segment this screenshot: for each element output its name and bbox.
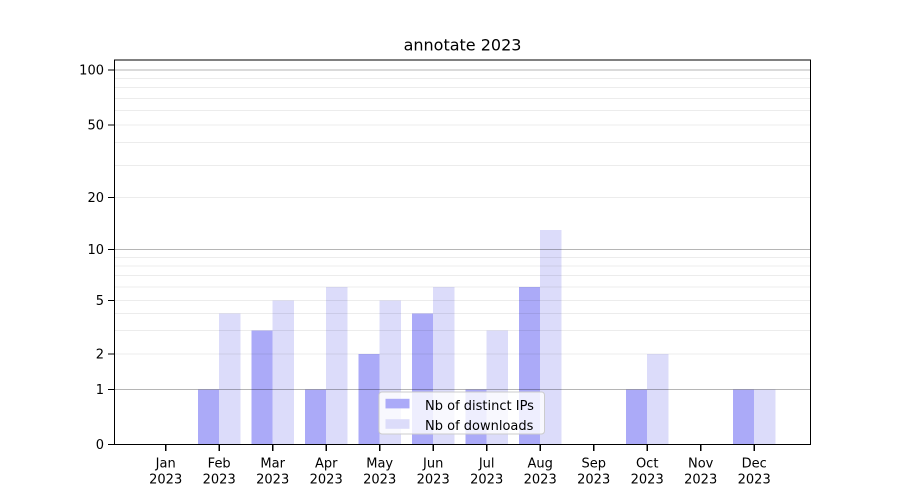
x-tick-label-month: Feb (208, 457, 231, 472)
legend-swatch-distinct-ips (385, 398, 410, 409)
x-tick-label-month: Dec (742, 457, 767, 472)
x-tick-label-year: 2023 (149, 473, 182, 488)
y-tick-label: 5 (96, 294, 104, 309)
plot-area: 0125102050100Jan2023Feb2023Mar2023Apr202… (79, 59, 812, 488)
bar-feb-distinct-ips (197, 389, 220, 445)
x-tick-label-year: 2023 (363, 473, 396, 488)
x-tick-label-month: Jun (422, 457, 443, 472)
y-tick-label: 2 (96, 348, 104, 363)
x-tick-label-month: Aug (528, 457, 553, 472)
plot-border (113, 59, 812, 446)
x-tick-label-month: Jul (478, 457, 495, 472)
legend-label-downloads: Nb of downloads (425, 419, 534, 434)
legend-swatch-downloads (385, 419, 410, 429)
y-tick-label: 0 (96, 438, 104, 453)
x-tick-label-year: 2023 (256, 473, 289, 488)
bar-dec-downloads (754, 389, 776, 445)
x-tick-label-month: May (366, 457, 393, 472)
x-tick-label-year: 2023 (738, 473, 771, 488)
x-tick-label-month: Jan (155, 457, 176, 472)
x-tick-label-month: Mar (260, 457, 285, 472)
x-tick-label-year: 2023 (310, 473, 343, 488)
bar-may-distinct-ips (358, 354, 380, 445)
bar-dec-distinct-ips (732, 389, 755, 445)
bar-oct-distinct-ips (625, 389, 648, 445)
chart-title: annotate 2023 (404, 36, 522, 55)
x-tick-label-year: 2023 (684, 473, 717, 488)
bar-apr-downloads (326, 287, 348, 445)
legend-box (378, 391, 545, 435)
bar-oct-downloads (647, 354, 669, 445)
x-tick-label-year: 2023 (631, 473, 664, 488)
y-tick-label: 1 (96, 383, 104, 398)
x-tick-label-year: 2023 (524, 473, 557, 488)
y-tick-label: 10 (87, 243, 104, 258)
y-tick-label: 50 (87, 119, 104, 134)
x-tick-label-year: 2023 (470, 473, 503, 488)
bar-aug-downloads (540, 229, 562, 445)
x-tick-label-year: 2023 (203, 473, 236, 488)
y-tick-label: 20 (87, 191, 104, 206)
bar-feb-downloads (219, 313, 241, 445)
x-tick-label-month: Nov (688, 457, 714, 472)
legend-label-distinct-ips: Nb of distinct IPs (425, 399, 534, 414)
bar-apr-distinct-ips (304, 389, 327, 445)
x-tick-label-month: Sep (581, 457, 606, 472)
x-tick-label-month: Apr (315, 457, 338, 472)
y-tick-label: 100 (79, 64, 104, 79)
bar-mar-downloads (272, 300, 295, 445)
x-tick-label-month: Oct (636, 457, 658, 472)
x-tick-label-year: 2023 (417, 473, 450, 488)
bar-mar-distinct-ips (251, 330, 273, 445)
x-tick-label-year: 2023 (577, 473, 610, 488)
